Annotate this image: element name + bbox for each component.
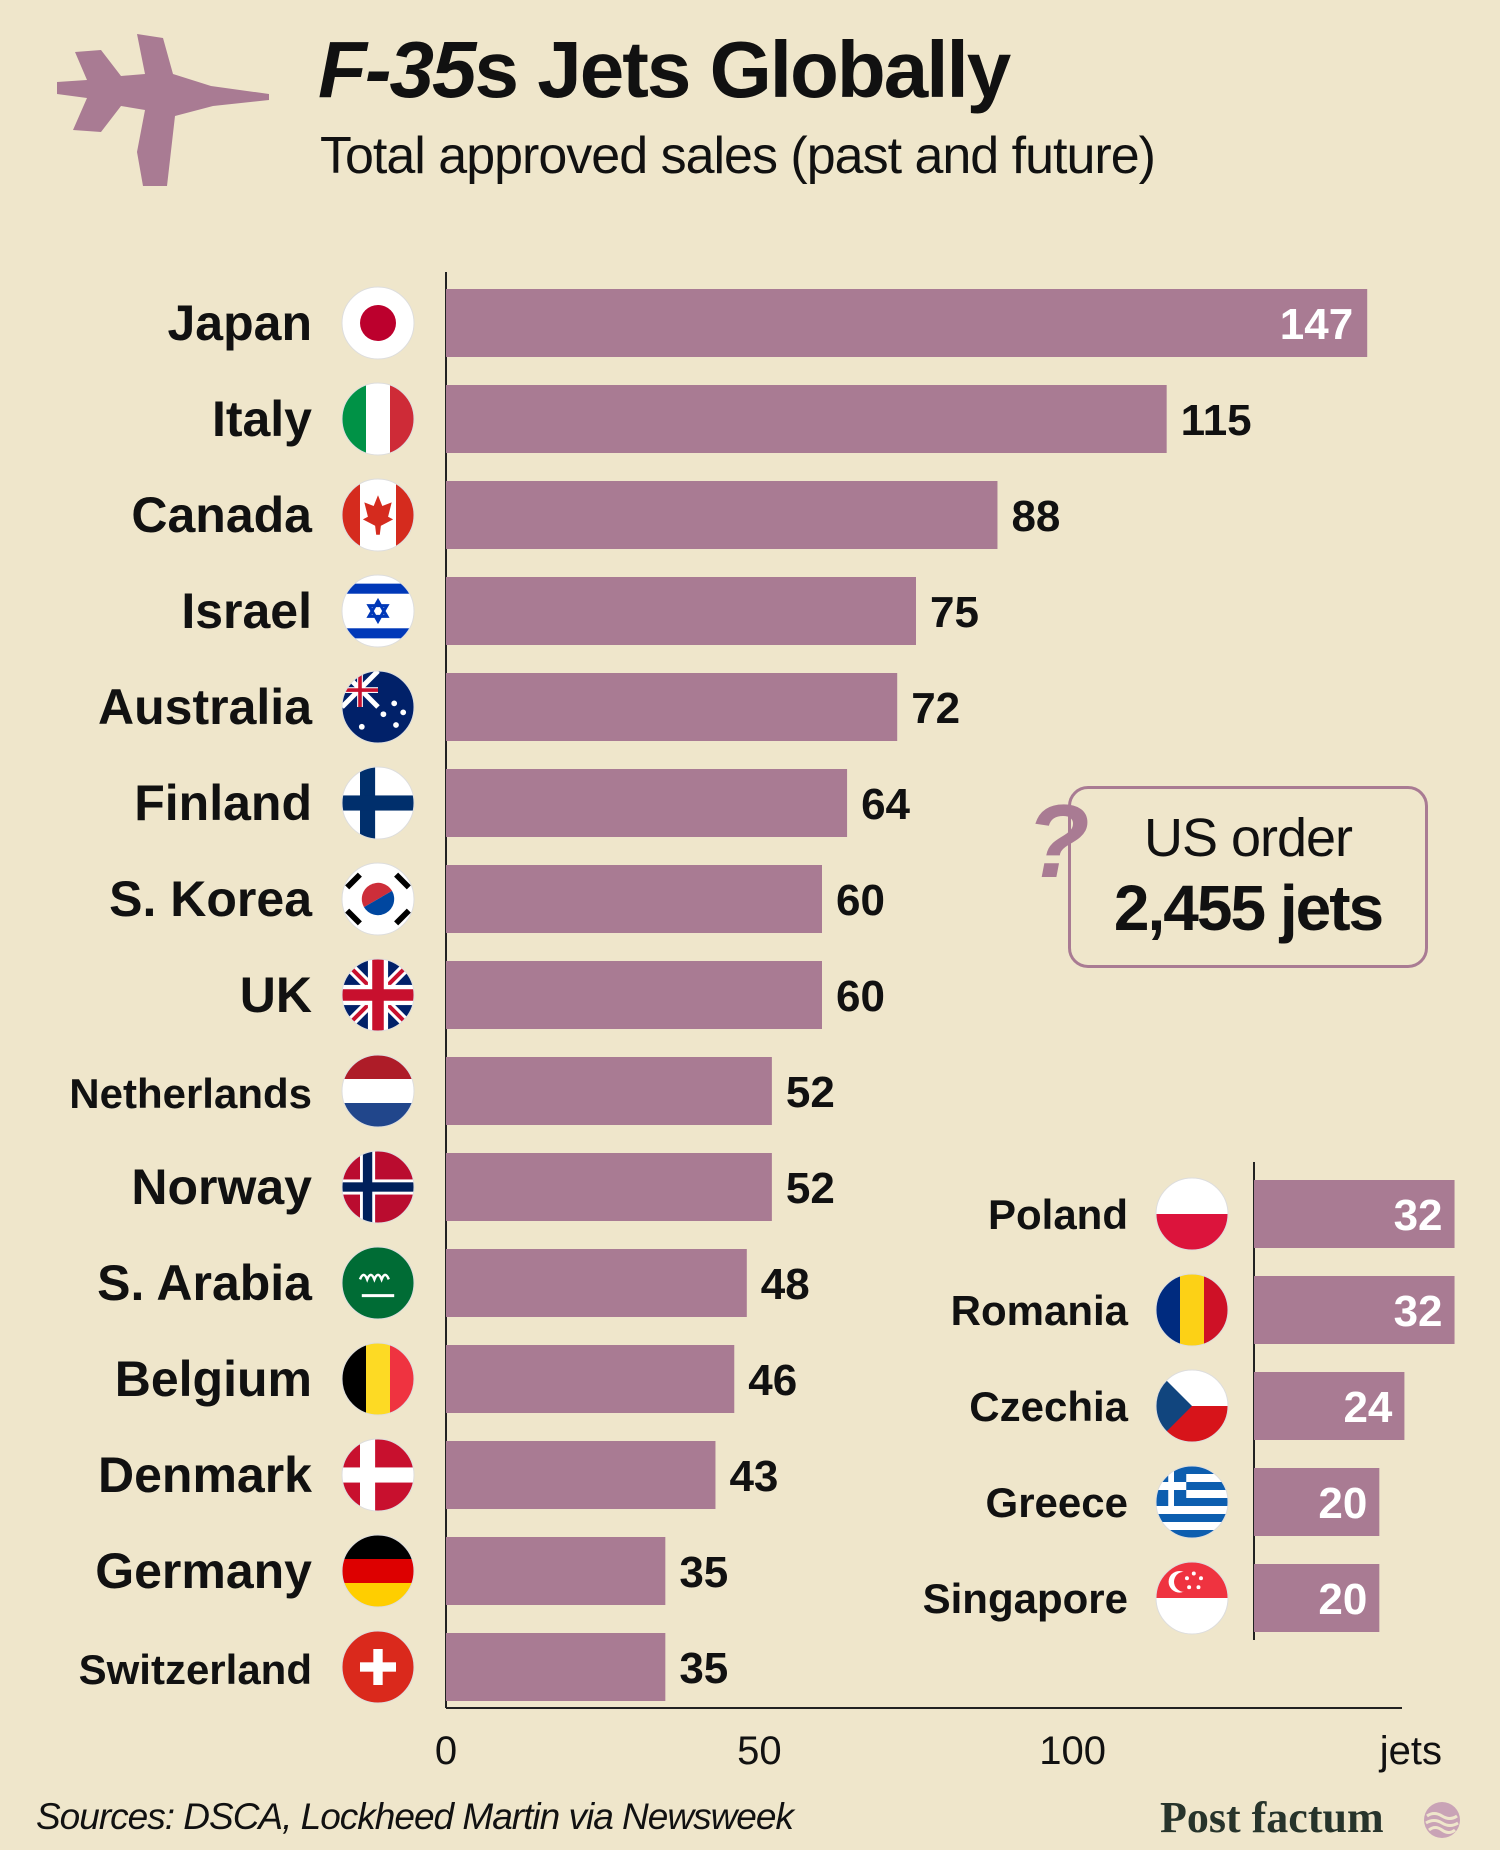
category-label: Romania [951,1287,1129,1334]
bar-romania [1254,1276,1455,1344]
category-label: Norway [131,1159,312,1215]
bar-singapore [1254,1564,1380,1632]
value-label: 52 [786,1068,835,1117]
category-label: Italy [212,391,312,447]
bar-italy [446,385,1167,453]
category-label: Israel [181,583,312,639]
flag-italy-icon [341,382,415,456]
category-label: Poland [988,1191,1128,1238]
category-label: S. Korea [109,871,313,927]
flag-japan-icon [341,286,415,360]
x-tick-label: 0 [435,1729,457,1773]
value-label: 75 [930,588,979,637]
category-label: Belgium [115,1351,312,1407]
flag-poland-icon [1155,1177,1229,1251]
flag-australia-icon [341,670,415,744]
value-label: 32 [1394,1287,1443,1336]
flag-s-arabia-icon [341,1246,415,1320]
value-label: 46 [748,1356,797,1405]
value-label: 24 [1343,1383,1392,1432]
bar-israel [446,577,916,645]
value-label: 60 [836,876,885,925]
bar-s-korea [446,865,822,933]
value-label: 43 [729,1452,778,1501]
category-label: Finland [134,775,312,831]
x-axis-label: jets [1379,1729,1442,1773]
flag-netherlands-icon [341,1054,415,1128]
flag-denmark-icon [341,1438,415,1512]
jet-icon [57,34,269,186]
flag-finland-icon [341,766,415,840]
bar-canada [446,481,998,549]
value-label: 35 [679,1548,728,1597]
bar-greece [1254,1468,1380,1536]
flag-norway-icon [341,1150,415,1224]
flag-romania-icon [1155,1273,1229,1347]
value-label: 147 [1280,300,1353,349]
bar-netherlands [446,1057,772,1125]
value-label: 64 [861,780,910,829]
value-label: 115 [1181,396,1252,445]
flag-switzerland-icon [341,1630,415,1704]
value-label: 20 [1318,1575,1367,1624]
bar-finland [446,769,848,837]
question-mark-icon: ? [1026,784,1090,900]
chart-subtitle: Total approved sales (past and future) [320,127,1156,185]
bar-denmark [446,1441,716,1509]
bar-poland [1254,1180,1455,1248]
flag-germany-icon [341,1534,415,1608]
flag-s-korea-icon [341,862,415,936]
flag-singapore-icon [1155,1561,1229,1635]
category-label: Singapore [923,1575,1128,1622]
category-label: UK [240,967,312,1023]
category-label: Denmark [98,1447,312,1503]
category-label: Germany [95,1543,312,1599]
value-label: 35 [679,1644,728,1693]
bar-s-arabia [446,1249,747,1317]
wave-logo-icon [1424,1802,1460,1838]
bar-uk [446,961,822,1029]
category-label: Canada [131,487,313,543]
category-label: Australia [98,679,313,735]
value-label: 52 [786,1164,835,1213]
flag-canada-icon [341,478,415,552]
bar-czechia [1254,1372,1405,1440]
x-tick-label: 50 [737,1729,782,1773]
us-order-value: 2,455 jets [1113,872,1384,944]
category-label: Netherlands [69,1070,312,1117]
value-label: 32 [1394,1191,1443,1240]
bar-germany [446,1537,666,1605]
brand-logo-text: Post factum [1160,1793,1384,1842]
flag-czechia-icon [1155,1369,1229,1443]
source-note: Sources: DSCA, Lockheed Martin via Newsw… [36,1796,794,1837]
us-order-label: US order [1143,808,1353,868]
flag-uk-icon [341,958,415,1032]
value-label: 88 [1011,492,1060,541]
category-label: Japan [167,295,312,351]
chart-title: F-35s Jets Globally [318,25,1011,114]
bar-japan [446,289,1368,357]
category-label: Switzerland [79,1646,312,1693]
value-label: 48 [761,1260,810,1309]
value-label: 72 [911,684,960,733]
bar-norway [446,1153,772,1221]
us-order-callout: US order 2,455 jets [1068,786,1428,968]
bar-switzerland [446,1633,666,1701]
flag-greece-icon [1155,1465,1229,1539]
bar-belgium [446,1345,735,1413]
category-label: Czechia [969,1383,1128,1430]
flag-belgium-icon [341,1342,415,1416]
x-tick-label: 100 [1039,1729,1106,1773]
value-label: 20 [1318,1479,1367,1528]
category-label: Greece [986,1479,1128,1526]
category-label: S. Arabia [97,1255,313,1311]
value-label: 60 [836,972,885,1021]
flag-israel-icon [341,574,415,648]
bar-australia [446,673,898,741]
